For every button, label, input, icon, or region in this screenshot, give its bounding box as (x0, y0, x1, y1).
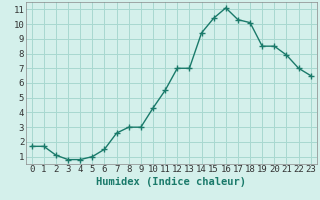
X-axis label: Humidex (Indice chaleur): Humidex (Indice chaleur) (96, 177, 246, 187)
